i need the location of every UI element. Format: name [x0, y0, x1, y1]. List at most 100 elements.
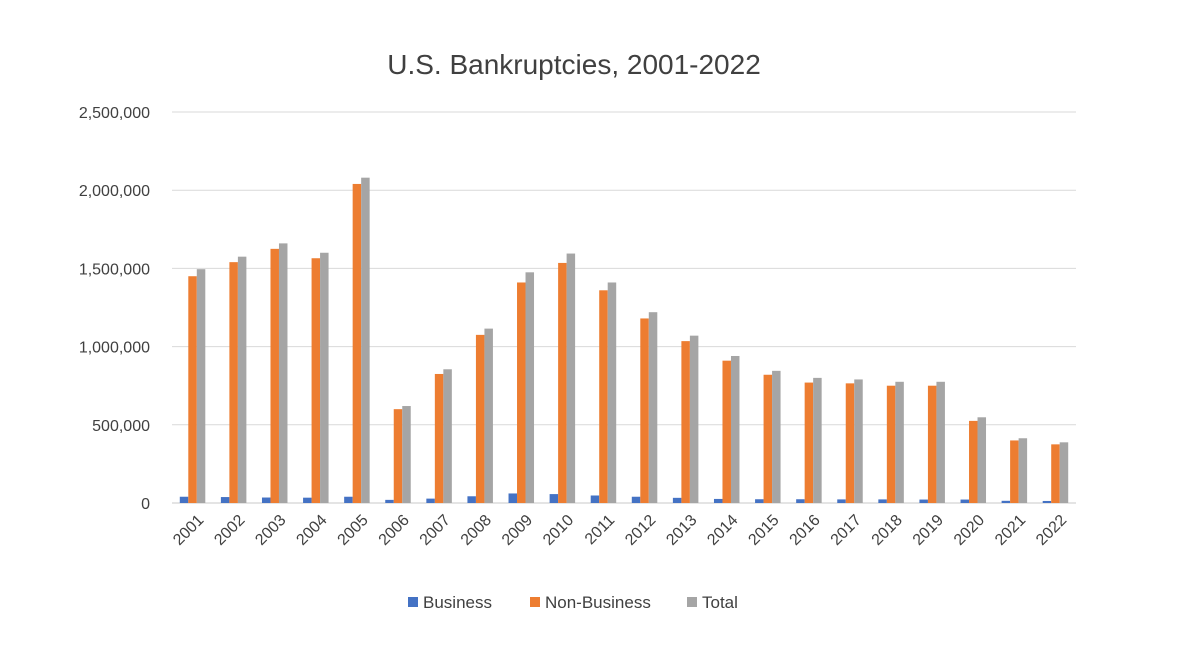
business-bar	[344, 496, 353, 503]
total-bar	[813, 377, 822, 503]
x-tick-label: 2019	[910, 512, 947, 549]
legend-swatch	[530, 597, 540, 607]
x-tick-label: 2016	[787, 512, 824, 549]
total-bar	[443, 369, 452, 503]
business-bar	[179, 496, 189, 503]
total-bar	[895, 381, 904, 503]
x-tick-label: 2007	[417, 512, 454, 549]
x-tick-label: 2010	[540, 512, 577, 549]
business-bar	[385, 499, 394, 503]
total-bar	[648, 312, 658, 503]
non-business-bar	[886, 385, 896, 503]
non-business-bar	[1010, 440, 1019, 503]
total-bar	[320, 252, 329, 503]
business-bar	[590, 495, 600, 503]
business-bar	[220, 497, 230, 503]
business-bar	[426, 498, 435, 503]
business-bar	[755, 499, 764, 503]
x-tick-label: 2005	[335, 512, 372, 549]
y-tick-label: 500,000	[92, 418, 150, 435]
total-bar	[607, 282, 617, 503]
total-bar	[566, 253, 576, 503]
legend-swatch	[408, 597, 418, 607]
legend: Business Non-Business Total	[408, 593, 738, 612]
y-tick-label: 2,500,000	[79, 105, 150, 122]
non-business-bar	[311, 258, 321, 503]
total-bar	[977, 417, 987, 503]
x-axis-tick-labels: 2001 2002 2003 2004 2005 2006 2007 2008 2009 2010…	[170, 512, 1070, 549]
y-axis-tick-labels: 0 500,000 1,000,000 1,500,000 2,000,000 2,500…	[79, 105, 150, 513]
x-tick-label: 2013	[663, 512, 700, 549]
y-tick-label: 1,500,000	[79, 261, 150, 278]
business-bar	[713, 498, 723, 503]
business-bar	[672, 497, 682, 503]
non-business-bar	[434, 373, 444, 503]
non-business-bar	[393, 409, 403, 503]
x-tick-label: 2002	[211, 512, 248, 549]
non-business-bar	[517, 282, 526, 503]
legend-label: Total	[702, 593, 738, 612]
non-business-bar	[270, 248, 279, 503]
legend-label: Business	[423, 593, 492, 612]
total-bar	[196, 269, 206, 503]
total-bar	[361, 177, 370, 504]
y-tick-label: 1,000,000	[79, 340, 150, 357]
total-bar	[237, 256, 247, 503]
y-tick-label: 0	[141, 496, 150, 513]
x-tick-label: 2022	[1033, 512, 1070, 549]
chart-title: U.S. Bankruptcies, 2001-2022	[387, 49, 761, 80]
x-tick-label: 2017	[828, 512, 865, 549]
total-bar	[525, 272, 535, 503]
x-tick-label: 2008	[458, 512, 495, 549]
non-business-bar	[1051, 444, 1060, 503]
legend-swatch	[687, 597, 697, 607]
x-tick-label: 2012	[622, 512, 659, 549]
business-bar	[919, 499, 928, 503]
bars	[179, 177, 1069, 504]
x-tick-label: 2009	[499, 512, 536, 549]
non-business-bar	[681, 341, 690, 503]
non-business-bar	[188, 276, 197, 503]
business-bar	[631, 496, 641, 503]
business-bar	[508, 493, 518, 503]
non-business-bar	[722, 360, 731, 503]
business-bar	[796, 499, 805, 503]
non-business-bar	[352, 183, 362, 503]
non-business-bar	[475, 334, 485, 503]
total-bar	[402, 406, 411, 503]
non-business-bar	[969, 420, 978, 503]
non-business-bar	[763, 374, 773, 503]
non-business-bar	[640, 318, 649, 503]
business-bar	[1001, 500, 1011, 503]
y-tick-label: 2,000,000	[79, 183, 150, 200]
business-bar	[837, 499, 846, 503]
business-bar	[303, 497, 312, 503]
total-bar	[1018, 438, 1028, 503]
business-bar	[549, 494, 559, 503]
total-bar	[936, 381, 945, 503]
total-bar	[772, 370, 781, 503]
x-tick-label: 2014	[704, 512, 741, 549]
non-business-bar	[927, 385, 937, 503]
x-tick-label: 2003	[252, 512, 289, 549]
business-bar	[467, 496, 476, 503]
total-bar	[484, 328, 493, 503]
business-bar	[878, 499, 887, 503]
business-bar	[1042, 500, 1052, 503]
non-business-bar	[845, 383, 855, 503]
non-business-bar	[229, 262, 238, 503]
x-tick-label: 2011	[582, 512, 618, 548]
business-bar	[261, 497, 271, 503]
total-bar	[1059, 442, 1069, 503]
x-tick-label: 2004	[293, 512, 330, 549]
total-bar	[278, 243, 288, 503]
total-bar	[730, 355, 740, 503]
x-tick-label: 2020	[951, 512, 988, 549]
x-tick-label: 2018	[869, 512, 906, 549]
non-business-bar	[804, 382, 814, 503]
x-tick-label: 2006	[376, 512, 413, 549]
non-business-bar	[599, 290, 608, 503]
legend-label: Non-Business	[545, 593, 651, 612]
